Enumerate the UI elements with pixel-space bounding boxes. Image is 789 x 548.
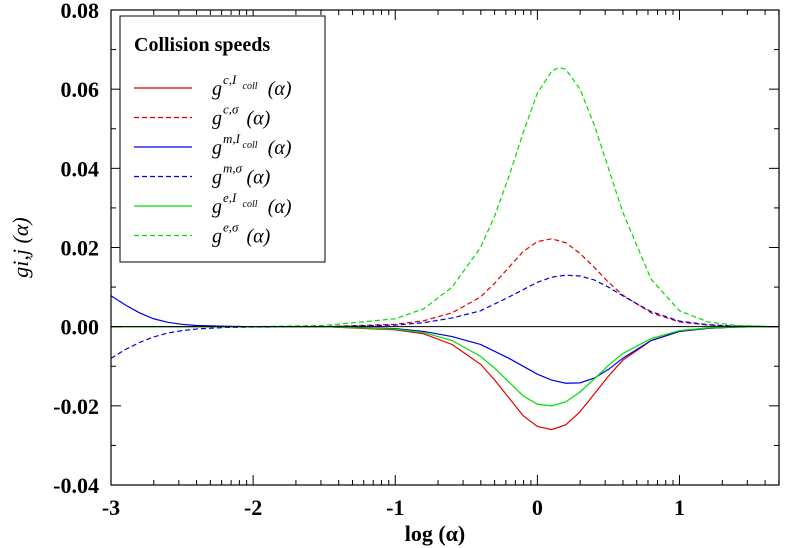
x-tick-label: 0 [532,495,543,520]
legend-label-arg: (α) [247,167,271,189]
series-line-1 [111,326,780,431]
legend-label-sup: e,σ [223,220,239,235]
axes-layer: -0.04 -0.02 0.00 0.02 0.04 0.06 0.08 -3 -2 -1 0 1 [53,0,780,520]
x-tick-label: -2 [244,495,262,520]
legend-entry: g c,σ (α) [212,102,271,130]
x-tick-label: -1 [386,495,404,520]
legend-label-base: g [212,137,222,159]
legend-entry: g e,I coll (α) [212,190,292,218]
legend-box [119,15,326,263]
legend-label-sub: coll [243,81,258,92]
legend-entry: g e,σ (α) [212,220,271,248]
x-tick-label: 1 [674,495,685,520]
y-tick-label: 0.00 [61,315,100,340]
legend-label-arg: (α) [268,78,292,100]
y-tick-label: 0.08 [61,0,100,23]
y-tick-label: 0.02 [61,236,100,261]
legend-label-sup: m,σ [223,161,243,176]
legend-label-sup: e,I [223,190,237,205]
legend-label-sub: coll [243,199,258,210]
y-axis-title: gi,j (α) [8,217,33,277]
legend-label-sup: m,I [223,131,241,146]
y-tick-label: -0.02 [53,394,99,419]
legend-label-sub: coll [243,140,258,151]
series-layer [110,66,780,431]
legend-items: g c,I coll (α)g c,σ (α)g m,I coll (α)g m,σ (α)g e,I… [134,72,292,248]
legend-label-arg: (α) [268,137,292,159]
legend-label-base: g [212,226,222,248]
series-line-4 [110,274,780,359]
y-tick-label: -0.04 [53,473,99,498]
legend-entry: g m,I coll (α) [212,131,292,159]
x-axis-title: log (α) [405,521,466,546]
legend-label-base: g [212,78,222,100]
series-line-6 [111,66,780,328]
legend-title: Collision speeds [134,34,270,56]
legend-entry: g c,I coll (α) [212,72,292,100]
legend-label-arg: (α) [247,226,271,248]
y-tick-label: 0.04 [61,156,100,181]
series-line-3 [110,295,780,384]
legend: Collision speeds g c,I coll (α)g c,σ (α)g m,I c… [119,15,326,263]
x-tick-label: -3 [102,495,120,520]
legend-label-base: g [212,108,222,130]
legend-entry: g m,σ (α) [212,161,271,189]
legend-label-sup: c,σ [223,102,239,117]
legend-label-arg: (α) [247,108,271,130]
legend-label-base: g [212,196,222,218]
legend-label-base: g [212,167,222,189]
legend-label-arg: (α) [268,196,292,218]
series-line-5 [111,326,780,407]
legend-label-sup: c,I [223,72,237,87]
y-tick-label: 0.06 [61,77,100,102]
